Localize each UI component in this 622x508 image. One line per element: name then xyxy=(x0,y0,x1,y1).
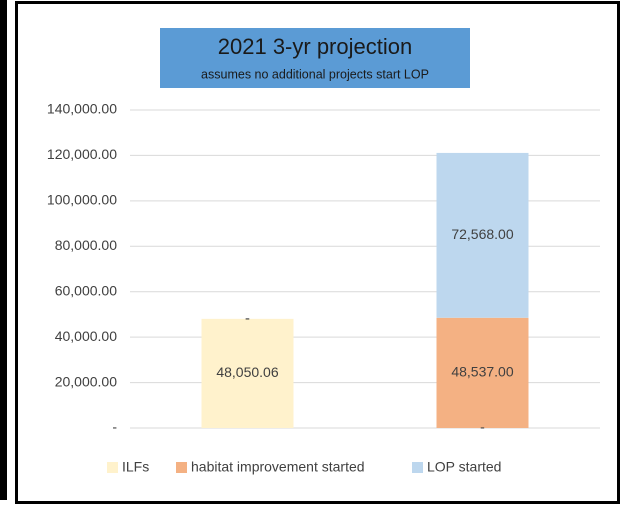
data-label: - xyxy=(480,419,485,435)
data-label: 72,568.00 xyxy=(451,226,513,242)
title-box xyxy=(160,28,470,88)
data-label: - xyxy=(245,310,250,326)
data-label: - xyxy=(245,310,250,326)
y-tick-label: 20,000.00 xyxy=(55,373,117,389)
legend-swatch xyxy=(412,462,423,473)
chart-subtitle: assumes no additional projects start LOP xyxy=(201,67,429,81)
data-label: 48,050.06 xyxy=(216,364,278,380)
legend-label: ILFs xyxy=(122,459,149,475)
y-tick-label: 80,000.00 xyxy=(55,237,117,253)
y-tick-label: - xyxy=(112,419,117,435)
legend-swatch xyxy=(107,462,118,473)
bar-segment xyxy=(436,152,529,318)
legend-swatch xyxy=(176,462,187,473)
y-tick-label: 140,000.00 xyxy=(47,101,117,117)
legend-label: LOP started xyxy=(427,459,501,475)
y-tick-label: 120,000.00 xyxy=(47,146,117,162)
adjacent-frame xyxy=(0,0,7,500)
bar-segment xyxy=(436,317,529,428)
legend-label: habitat improvement started xyxy=(191,459,365,475)
y-tick-label: 60,000.00 xyxy=(55,282,117,298)
y-tick-label: 100,000.00 xyxy=(47,192,117,208)
bar-segment xyxy=(201,318,294,428)
data-label: 48,537.00 xyxy=(451,364,513,380)
y-tick-label: 40,000.00 xyxy=(55,328,117,344)
chart-title: 2021 3-yr projection xyxy=(218,34,412,59)
